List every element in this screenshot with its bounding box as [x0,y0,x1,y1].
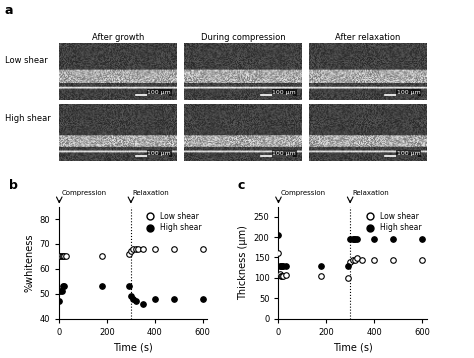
Point [278,263,286,268]
Point [59,284,67,289]
Text: High shear: High shear [5,113,51,123]
Text: 100 μm: 100 μm [147,90,171,95]
Point [170,296,178,301]
Point [280,263,287,268]
Text: Compression: Compression [281,190,326,197]
Point [354,256,361,261]
Text: Relaxation: Relaxation [133,190,170,197]
Point [358,257,366,262]
Point [278,273,286,279]
Point [132,298,139,304]
Point [344,263,352,268]
Title: During compression: During compression [201,33,285,42]
Point [55,298,63,304]
Point [280,273,287,279]
Point [127,293,135,299]
Point [275,232,283,238]
Y-axis label: %whiteness: %whiteness [24,233,34,292]
Title: After growth: After growth [92,33,144,42]
Point [60,253,68,259]
Point [346,259,354,265]
Point [389,257,397,262]
Point [349,236,356,242]
Point [199,246,206,252]
Point [199,296,206,301]
Point [418,236,426,242]
Point [389,236,397,242]
Point [277,273,285,279]
Point [99,253,106,259]
Point [349,257,356,262]
Point [127,248,135,254]
Point [58,288,65,294]
Point [132,246,139,252]
Y-axis label: Thickness (μm): Thickness (μm) [238,225,248,300]
Point [99,284,106,289]
Point [57,253,64,259]
X-axis label: Time (s): Time (s) [113,342,153,352]
Point [318,263,325,268]
Point [59,253,67,259]
Point [151,296,159,301]
Point [344,275,352,281]
Point [276,263,283,268]
Text: a: a [5,4,13,16]
Point [277,263,285,268]
Text: c: c [237,179,245,192]
Point [129,246,137,252]
Legend: Low shear, High shear: Low shear, High shear [361,211,423,234]
Text: 100 μm: 100 μm [397,151,421,156]
Point [170,246,178,252]
Point [350,236,357,242]
Point [275,251,283,256]
Point [151,246,159,252]
Text: Low shear: Low shear [5,56,47,66]
Point [370,236,378,242]
Text: 100 μm: 100 μm [272,151,296,156]
Point [282,272,290,278]
Point [125,251,132,257]
Point [276,271,283,277]
Text: b: b [9,179,18,192]
Text: Compression: Compression [61,190,106,197]
Text: 100 μm: 100 μm [272,90,296,95]
Point [354,236,361,242]
Point [60,284,68,289]
Text: 100 μm: 100 μm [147,151,171,156]
Point [134,246,142,252]
Point [351,236,359,242]
Point [282,263,290,269]
Point [55,253,63,259]
Point [418,257,426,262]
Point [318,273,325,279]
Legend: Low shear, High shear: Low shear, High shear [141,211,203,234]
Point [139,301,146,306]
Text: 100 μm: 100 μm [397,90,421,95]
Point [346,236,354,242]
Point [63,253,70,259]
Title: After relaxation: After relaxation [335,33,401,42]
Point [58,253,65,259]
Point [125,284,132,289]
Point [370,257,378,262]
Point [351,257,359,262]
Point [139,246,146,252]
Text: Relaxation: Relaxation [352,190,389,197]
Point [129,296,137,301]
X-axis label: Time (s): Time (s) [333,342,373,352]
Point [57,288,64,294]
